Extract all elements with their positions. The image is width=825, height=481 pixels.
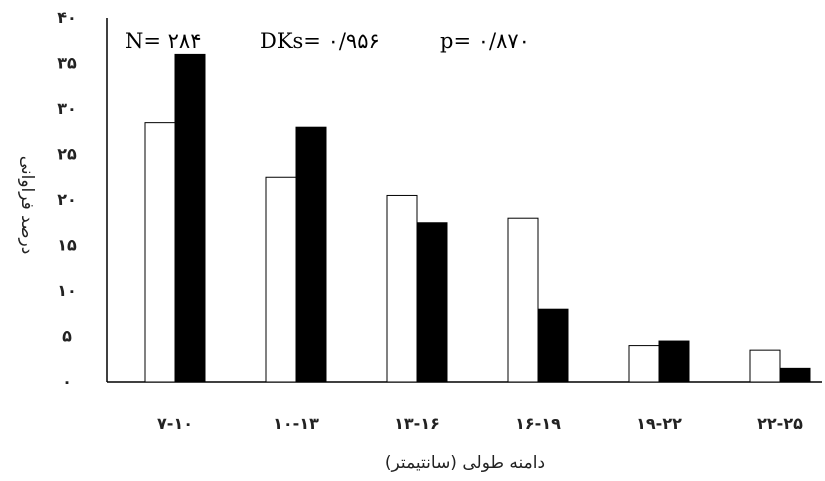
- bar-black: [779, 367, 811, 383]
- y-axis-title: درصد فراوانی: [17, 156, 37, 255]
- stats-annotation: N= ۲۸۴ DKs= ۰/۹۵۶ p= ۰/۸۷۰: [125, 29, 530, 53]
- y-tick-label: ۰: [62, 372, 72, 391]
- y-tick-label: ۲۰: [57, 190, 77, 209]
- y-tick-labels: ۰ ۵ ۱۰ ۱۵ ۲۰ ۲۵ ۳۰ ۳۵ ۴۰: [57, 8, 77, 391]
- bar-white: [386, 194, 418, 383]
- y-tick-label: ۲۵: [57, 145, 77, 164]
- bar-black: [295, 126, 327, 383]
- x-tick-label: ۱۶-۱۹: [515, 414, 561, 433]
- x-tick-label: ۱۳-۱۶: [394, 414, 440, 433]
- bar-white: [628, 345, 660, 383]
- x-tick-label: ۱۰-۱۳: [273, 414, 319, 433]
- bar-black: [537, 308, 569, 383]
- x-tick-labels: ۷-۱۰ ۱۰-۱۳ ۱۳-۱۶ ۱۶-۱۹ ۱۹-۲۲ ۲۲-۲۵: [157, 414, 803, 433]
- bar-white: [507, 217, 539, 383]
- dks-annotation: DKs= ۰/۹۵۶: [260, 29, 380, 53]
- bar-black: [174, 53, 206, 383]
- p-annotation: p= ۰/۸۷۰: [440, 29, 530, 53]
- y-tick-label: ۴۰: [57, 8, 77, 27]
- y-tick-label: ۱۵: [57, 236, 77, 255]
- x-axis-title: دامنه طولی (سانتیمتر): [385, 453, 545, 473]
- bar-white: [265, 176, 297, 383]
- y-tick-label: ۵: [62, 327, 72, 346]
- bar-white: [749, 349, 781, 383]
- bar-black: [416, 222, 448, 383]
- x-tick-label: ۲۲-۲۵: [757, 414, 803, 433]
- y-tick-label: ۳۰: [57, 99, 77, 118]
- y-tick-label: ۱۰: [57, 281, 77, 300]
- bar-black: [658, 340, 690, 383]
- x-tick-label: ۷-۱۰: [157, 414, 193, 433]
- x-tick-label: ۱۹-۲۲: [636, 414, 682, 433]
- n-annotation: N= ۲۸۴: [125, 29, 201, 53]
- bar-white: [144, 122, 176, 383]
- bars: [144, 53, 811, 383]
- y-tick-label: ۳۵: [57, 54, 77, 73]
